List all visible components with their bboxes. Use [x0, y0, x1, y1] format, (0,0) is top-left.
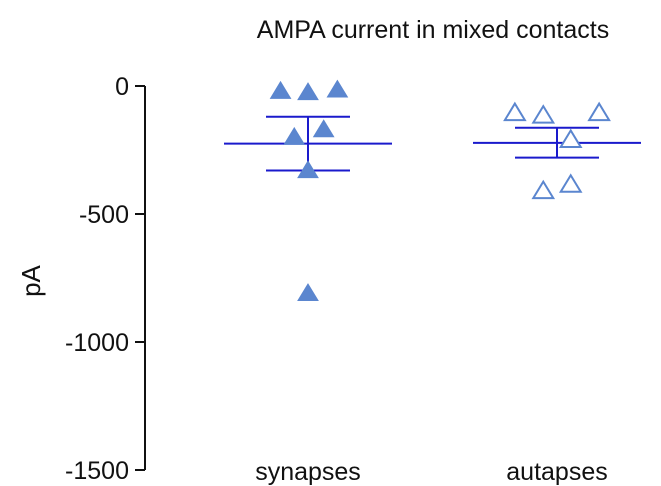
y-tick-label: -1500 — [65, 457, 129, 485]
chart-title: AMPA current in mixed contacts — [257, 16, 609, 44]
y-tick-label: -500 — [79, 201, 129, 229]
x-tick-label: synapses — [255, 458, 361, 486]
synapse-point — [283, 126, 306, 145]
y-tick-label: 0 — [115, 73, 129, 101]
data-points — [269, 79, 611, 302]
autapse-point — [503, 101, 527, 122]
synapse-point — [326, 79, 349, 98]
synapse-point — [269, 80, 292, 99]
synapse-point — [297, 82, 319, 101]
y-tick-label: -1000 — [65, 329, 129, 357]
autapse-point — [531, 104, 556, 124]
synapse-point — [297, 283, 319, 302]
autapse-point — [531, 179, 556, 200]
autapse-point — [558, 173, 583, 193]
x-tick-label: autapses — [506, 458, 607, 486]
synapse-point — [297, 160, 319, 179]
y-axis-label: pA — [16, 264, 46, 296]
synapse-point — [312, 119, 335, 138]
autapse-point — [587, 101, 611, 122]
autapse-point — [558, 128, 583, 148]
x-axis-labels: synapses autapses — [255, 458, 608, 486]
y-axis: 0 -500 -1000 -1500 — [65, 73, 146, 485]
